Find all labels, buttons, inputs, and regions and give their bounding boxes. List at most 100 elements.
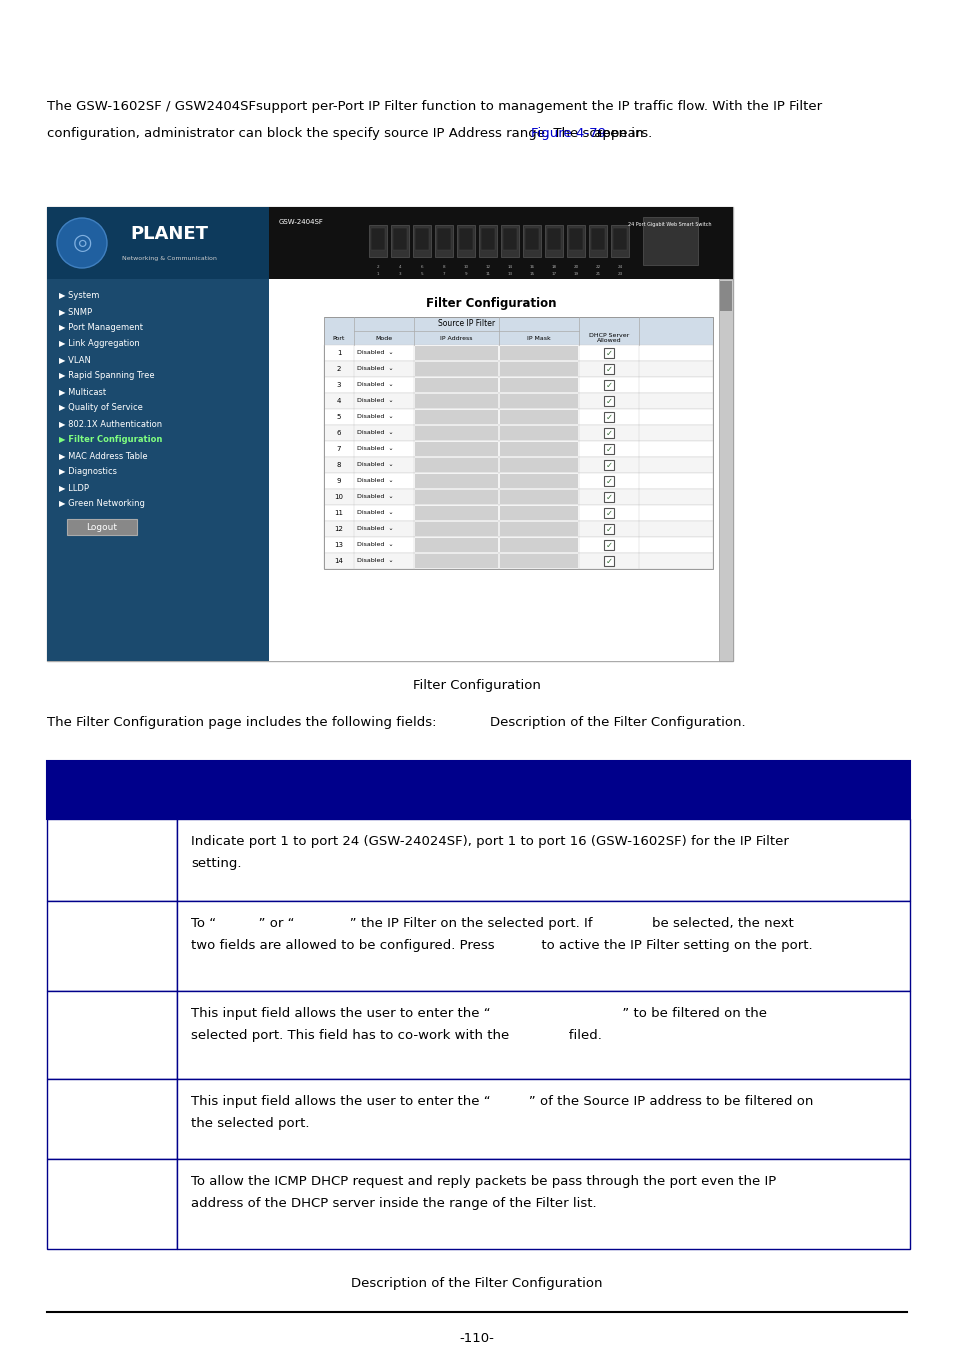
Text: 24 Port Gigabit Web Smart Switch: 24 Port Gigabit Web Smart Switch xyxy=(628,221,711,227)
Bar xyxy=(324,521,712,537)
Bar xyxy=(47,207,269,279)
Bar xyxy=(499,522,578,536)
Bar xyxy=(603,540,614,549)
Bar xyxy=(522,225,540,256)
Text: ✓: ✓ xyxy=(605,493,612,501)
Bar xyxy=(324,425,712,441)
Text: 2: 2 xyxy=(336,366,341,373)
Bar xyxy=(393,228,407,250)
Text: 12: 12 xyxy=(485,265,490,269)
Text: 10: 10 xyxy=(463,265,468,269)
Bar xyxy=(544,225,562,256)
Bar xyxy=(269,279,732,662)
Text: 14: 14 xyxy=(335,558,343,564)
Text: 10: 10 xyxy=(335,494,343,499)
Bar xyxy=(499,394,578,408)
Bar xyxy=(499,427,578,440)
Bar xyxy=(436,228,451,250)
Text: ▶ Link Aggregation: ▶ Link Aggregation xyxy=(59,339,139,348)
Bar xyxy=(369,225,387,256)
Bar xyxy=(177,900,909,991)
Bar xyxy=(324,537,712,554)
Text: 5: 5 xyxy=(420,271,423,275)
Bar xyxy=(720,281,731,311)
Text: This input field allows the user to enter the “                               ” : This input field allows the user to ente… xyxy=(191,1007,766,1021)
Text: ✓: ✓ xyxy=(605,509,612,517)
Text: 20: 20 xyxy=(573,265,578,269)
Bar xyxy=(499,539,578,552)
Bar xyxy=(603,477,614,486)
Text: Filter Configuration: Filter Configuration xyxy=(413,679,540,693)
Bar xyxy=(499,458,578,472)
Text: 1: 1 xyxy=(376,271,379,275)
Text: -110-: -110- xyxy=(459,1332,494,1345)
Text: ▶ MAC Address Table: ▶ MAC Address Table xyxy=(59,451,148,460)
Bar xyxy=(324,360,712,377)
Bar xyxy=(177,1079,909,1160)
Bar xyxy=(566,225,584,256)
Text: 11: 11 xyxy=(335,510,343,516)
Bar xyxy=(391,225,409,256)
Bar xyxy=(603,412,614,423)
Text: 7: 7 xyxy=(336,446,341,452)
Text: To allow the ICMP DHCP request and reply packets be pass through the port even t: To allow the ICMP DHCP request and reply… xyxy=(191,1174,776,1188)
Bar xyxy=(324,346,712,360)
Text: ▶ Multicast: ▶ Multicast xyxy=(59,387,106,396)
Text: 15: 15 xyxy=(529,271,534,275)
Text: This input field allows the user to enter the “         ” of the Source IP addre: This input field allows the user to ente… xyxy=(191,1095,813,1108)
Text: Disabled  ⌄: Disabled ⌄ xyxy=(356,431,394,436)
Bar xyxy=(177,819,909,900)
Bar xyxy=(603,460,614,470)
Bar xyxy=(47,900,177,991)
Text: 22: 22 xyxy=(595,265,600,269)
Bar xyxy=(324,489,712,505)
Text: 6: 6 xyxy=(420,265,423,269)
Bar xyxy=(415,458,497,472)
Bar xyxy=(415,378,497,392)
Text: 21: 21 xyxy=(595,271,600,275)
Text: Networking & Communication: Networking & Communication xyxy=(122,256,216,262)
Text: ▶ 802.1X Authentication: ▶ 802.1X Authentication xyxy=(59,418,162,428)
Text: ✓: ✓ xyxy=(605,348,612,358)
Bar xyxy=(499,506,578,520)
Bar xyxy=(502,228,517,250)
Bar xyxy=(499,346,578,360)
Text: 12: 12 xyxy=(335,526,343,532)
Bar xyxy=(603,379,614,390)
Text: 7: 7 xyxy=(442,271,445,275)
Bar xyxy=(47,819,177,900)
Text: Disabled  ⌄: Disabled ⌄ xyxy=(356,382,394,387)
Text: ✓: ✓ xyxy=(605,413,612,421)
Bar xyxy=(500,225,518,256)
Bar xyxy=(415,490,497,504)
Text: ✓: ✓ xyxy=(605,444,612,454)
Text: ▶ Filter Configuration: ▶ Filter Configuration xyxy=(59,435,162,444)
Bar xyxy=(588,225,606,256)
Bar xyxy=(67,518,137,535)
Text: ✓: ✓ xyxy=(605,428,612,437)
Bar xyxy=(415,362,497,377)
Bar xyxy=(546,228,560,250)
Text: selected port. This field has to co-work with the              filed.: selected port. This field has to co-work… xyxy=(191,1029,601,1042)
Text: ◎: ◎ xyxy=(72,234,91,252)
Bar xyxy=(324,458,712,472)
Text: 16: 16 xyxy=(529,265,534,269)
Text: 3: 3 xyxy=(398,271,401,275)
Bar xyxy=(499,410,578,424)
Bar xyxy=(603,428,614,437)
Text: IP Mask: IP Mask xyxy=(527,336,550,340)
Text: ▶ VLAN: ▶ VLAN xyxy=(59,355,91,364)
Text: Port: Port xyxy=(333,336,345,340)
Text: 2: 2 xyxy=(376,265,379,269)
Text: Source IP Filter: Source IP Filter xyxy=(437,320,495,328)
Bar xyxy=(610,225,628,256)
Bar xyxy=(480,228,495,250)
Text: appears.: appears. xyxy=(590,127,652,140)
Bar xyxy=(324,554,712,568)
Bar xyxy=(719,279,732,662)
Text: 13: 13 xyxy=(335,541,343,548)
Bar xyxy=(568,228,582,250)
Bar xyxy=(499,490,578,504)
Bar xyxy=(47,207,732,279)
Text: Disabled  ⌄: Disabled ⌄ xyxy=(356,463,394,467)
